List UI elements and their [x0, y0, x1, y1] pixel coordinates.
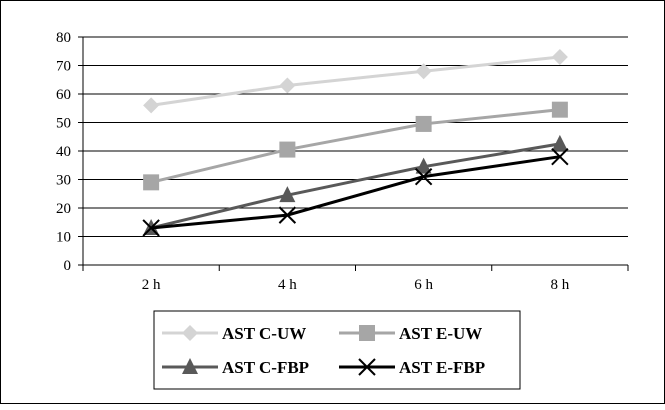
data-point-ast-c-fbp: [279, 186, 296, 203]
x-tick-label: 6 h: [414, 277, 433, 293]
data-point-ast-c-uw: [279, 77, 296, 94]
legend-label: AST E-FBP: [399, 358, 485, 377]
series-line-ast-c-uw: [150, 55, 561, 107]
data-point-ast-e-fbp: [414, 167, 433, 186]
x-marker-stroke: [142, 219, 160, 237]
y-tick-label: 70: [56, 59, 71, 75]
legend: AST C-UW AST E-UW AST C-FBP AST E-FBP: [153, 310, 521, 390]
legend-label: AST C-UW: [222, 324, 306, 343]
x-marker-stroke: [358, 358, 376, 376]
legend-item-ast-e-fbp: AST E-FBP: [339, 358, 485, 377]
y-tick-label: 10: [56, 230, 71, 246]
x-marker-stroke: [278, 206, 297, 224]
data-point-ast-e-uw: [143, 174, 160, 191]
series-line-ast-e-fbp: [150, 155, 561, 230]
series-line-ast-e-uw: [150, 108, 561, 184]
legend-item-ast-c-fbp: AST C-FBP: [162, 358, 309, 377]
y-tick-label: 40: [56, 144, 71, 160]
x-marker-stroke: [414, 167, 433, 186]
legend-marker: [359, 325, 375, 341]
legend-marker: [358, 358, 376, 376]
x-marker-stroke: [551, 147, 569, 166]
x-tick-label: 4 h: [278, 277, 297, 293]
data-point-ast-e-fbp: [551, 147, 569, 166]
data-point-ast-c-fbp: [551, 134, 568, 151]
y-tick-label: 0: [64, 258, 72, 274]
data-point-ast-e-uw: [279, 141, 296, 158]
x-tick-label: 8 h: [551, 277, 570, 293]
legend-label: AST C-FBP: [222, 358, 309, 377]
y-tick-label: 20: [56, 201, 71, 217]
x-tick-label: 2 h: [142, 277, 161, 293]
data-point-ast-e-uw: [551, 101, 568, 118]
legend-item-ast-e-uw: AST E-UW: [339, 324, 482, 343]
legend-item-ast-c-uw: AST C-UW: [162, 324, 306, 343]
y-tick-label: 50: [56, 116, 71, 132]
plot-area: 0 10 20 30 40 50 60 70 80 2 h 4 h 6 h 8 h: [56, 30, 629, 293]
legend-box: [153, 310, 521, 390]
data-point-ast-e-fbp: [278, 206, 297, 224]
y-tick-label: 30: [56, 173, 71, 189]
series-line-ast-c-fbp: [150, 142, 561, 230]
y-tick-label: 80: [56, 30, 71, 46]
data-point-ast-c-uw: [415, 63, 432, 80]
legend-marker: [182, 325, 198, 341]
data-point-ast-e-fbp: [142, 219, 160, 237]
y-tick-label: 60: [56, 87, 71, 103]
legend-label: AST E-UW: [399, 324, 482, 343]
data-point-ast-c-uw: [143, 97, 160, 114]
data-point-ast-c-fbp: [415, 157, 432, 174]
data-point-ast-e-uw: [415, 115, 432, 132]
data-point-ast-c-uw: [551, 48, 568, 65]
legend-marker: [182, 358, 198, 374]
